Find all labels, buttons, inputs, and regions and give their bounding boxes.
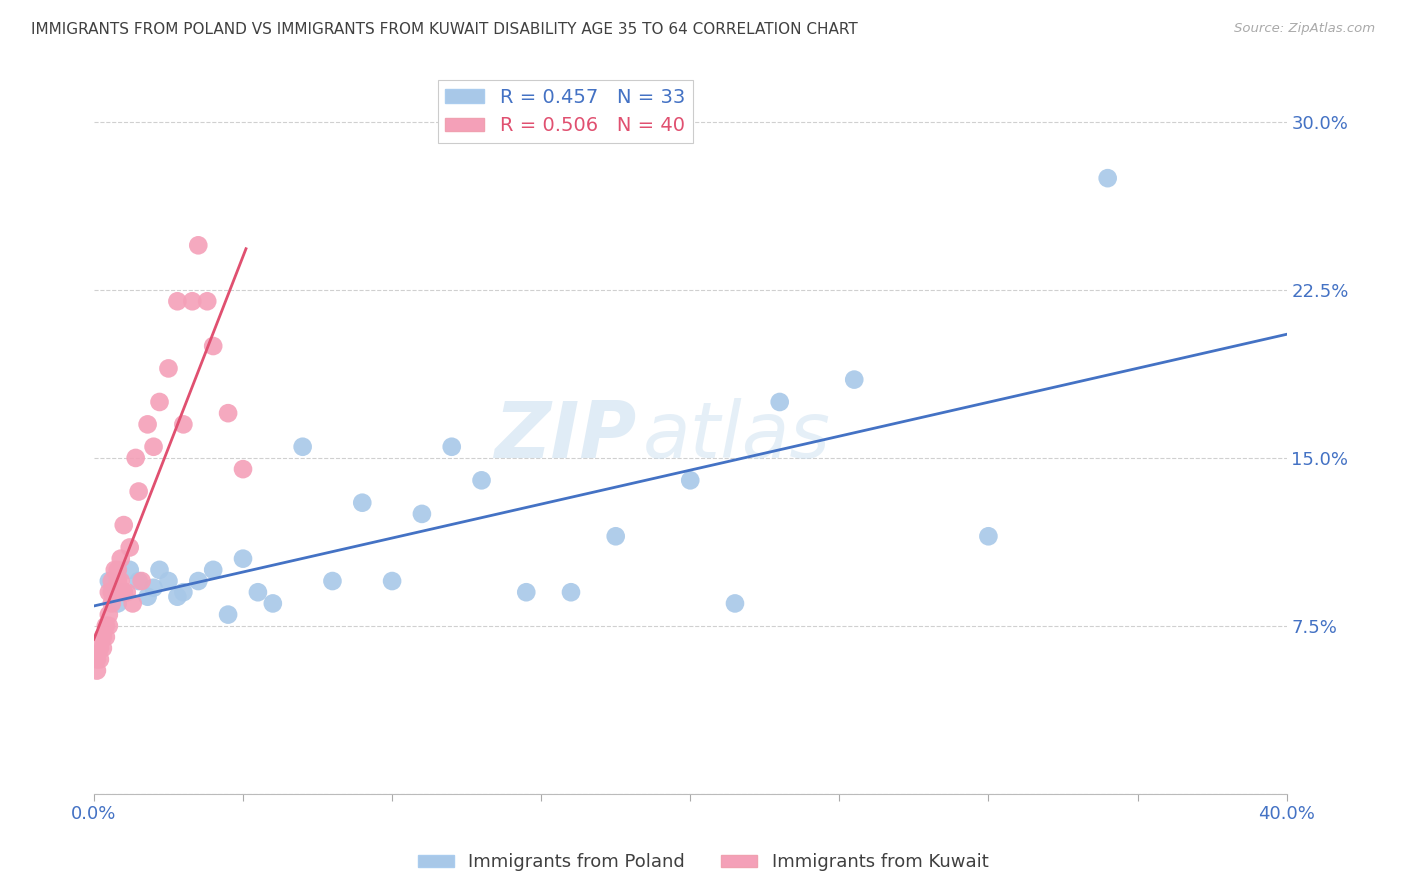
- Point: [195, 294, 218, 309]
- Point: [89, 641, 111, 656]
- Legend: Immigrants from Poland, Immigrants from Kuwait: Immigrants from Poland, Immigrants from …: [411, 847, 995, 879]
- Point: [86, 652, 108, 666]
- Point: [411, 507, 433, 521]
- Point: [321, 574, 343, 588]
- Point: [110, 574, 132, 588]
- Point: [262, 596, 284, 610]
- Point: [172, 585, 194, 599]
- Point: [202, 563, 225, 577]
- Point: [104, 585, 127, 599]
- Point: [97, 619, 120, 633]
- Point: [142, 581, 165, 595]
- Point: [97, 574, 120, 588]
- Point: [844, 373, 866, 387]
- Point: [202, 339, 225, 353]
- Point: [91, 630, 114, 644]
- Point: [136, 590, 159, 604]
- Point: [94, 619, 117, 633]
- Point: [124, 450, 146, 465]
- Point: [217, 406, 239, 420]
- Point: [142, 440, 165, 454]
- Point: [172, 417, 194, 432]
- Point: [560, 585, 582, 599]
- Point: [121, 596, 143, 610]
- Point: [148, 563, 170, 577]
- Point: [94, 630, 117, 644]
- Point: [440, 440, 463, 454]
- Point: [977, 529, 1000, 543]
- Point: [101, 574, 124, 588]
- Point: [118, 541, 141, 555]
- Text: Source: ZipAtlas.com: Source: ZipAtlas.com: [1234, 22, 1375, 36]
- Point: [679, 473, 702, 487]
- Point: [128, 484, 150, 499]
- Point: [89, 652, 111, 666]
- Point: [115, 585, 138, 599]
- Point: [101, 585, 124, 599]
- Point: [107, 574, 129, 588]
- Point: [97, 607, 120, 622]
- Point: [157, 361, 180, 376]
- Point: [181, 294, 204, 309]
- Point: [166, 590, 188, 604]
- Point: [136, 417, 159, 432]
- Point: [232, 551, 254, 566]
- Text: IMMIGRANTS FROM POLAND VS IMMIGRANTS FROM KUWAIT DISABILITY AGE 35 TO 64 CORRELA: IMMIGRANTS FROM POLAND VS IMMIGRANTS FRO…: [31, 22, 858, 37]
- Point: [148, 395, 170, 409]
- Point: [112, 585, 135, 599]
- Point: [97, 585, 120, 599]
- Point: [131, 574, 153, 588]
- Point: [157, 574, 180, 588]
- Point: [107, 596, 129, 610]
- Point: [110, 551, 132, 566]
- Point: [470, 473, 492, 487]
- Point: [724, 596, 747, 610]
- Point: [101, 596, 124, 610]
- Point: [107, 563, 129, 577]
- Point: [381, 574, 404, 588]
- Point: [605, 529, 627, 543]
- Point: [515, 585, 537, 599]
- Text: ZIP: ZIP: [495, 398, 637, 474]
- Point: [118, 563, 141, 577]
- Point: [128, 574, 150, 588]
- Point: [291, 440, 314, 454]
- Point: [1097, 171, 1119, 186]
- Point: [104, 563, 127, 577]
- Point: [112, 518, 135, 533]
- Point: [166, 294, 188, 309]
- Text: atlas: atlas: [643, 398, 831, 474]
- Point: [246, 585, 269, 599]
- Point: [769, 395, 792, 409]
- Legend: R = 0.457   N = 33, R = 0.506   N = 40: R = 0.457 N = 33, R = 0.506 N = 40: [437, 80, 693, 144]
- Point: [187, 238, 209, 252]
- Point: [86, 664, 108, 678]
- Point: [217, 607, 239, 622]
- Point: [112, 585, 135, 599]
- Point: [187, 574, 209, 588]
- Point: [352, 496, 374, 510]
- Point: [232, 462, 254, 476]
- Point: [91, 641, 114, 656]
